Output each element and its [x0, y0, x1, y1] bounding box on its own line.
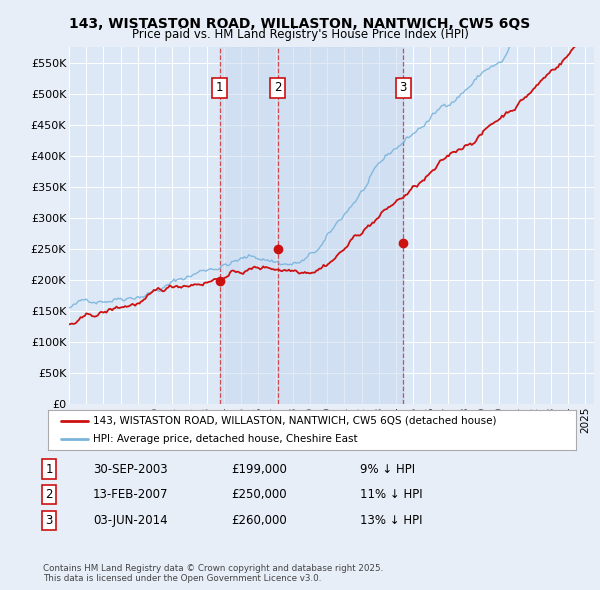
- Bar: [278, 47, 403, 404]
- Text: 11% ↓ HPI: 11% ↓ HPI: [360, 488, 422, 501]
- Text: 03-JUN-2014: 03-JUN-2014: [93, 514, 167, 527]
- Text: 2: 2: [46, 488, 53, 501]
- Text: 143, WISTASTON ROAD, WILLASTON, NANTWICH, CW5 6QS (detached house): 143, WISTASTON ROAD, WILLASTON, NANTWICH…: [93, 416, 496, 426]
- Text: 1: 1: [46, 463, 53, 476]
- Text: 13% ↓ HPI: 13% ↓ HPI: [360, 514, 422, 527]
- Text: £199,000: £199,000: [231, 463, 287, 476]
- Text: £260,000: £260,000: [231, 514, 287, 527]
- Text: 143, WISTASTON ROAD, WILLASTON, NANTWICH, CW5 6QS: 143, WISTASTON ROAD, WILLASTON, NANTWICH…: [70, 17, 530, 31]
- Text: 3: 3: [46, 514, 53, 527]
- Text: Price paid vs. HM Land Registry's House Price Index (HPI): Price paid vs. HM Land Registry's House …: [131, 28, 469, 41]
- Text: HPI: Average price, detached house, Cheshire East: HPI: Average price, detached house, Ches…: [93, 434, 358, 444]
- Text: 30-SEP-2003: 30-SEP-2003: [93, 463, 167, 476]
- Text: 3: 3: [400, 81, 407, 94]
- Text: £250,000: £250,000: [231, 488, 287, 501]
- Text: 2: 2: [274, 81, 281, 94]
- Text: 13-FEB-2007: 13-FEB-2007: [93, 488, 169, 501]
- Bar: [220, 47, 278, 404]
- Text: 1: 1: [216, 81, 223, 94]
- Text: Contains HM Land Registry data © Crown copyright and database right 2025.
This d: Contains HM Land Registry data © Crown c…: [43, 563, 383, 583]
- Text: 9% ↓ HPI: 9% ↓ HPI: [360, 463, 415, 476]
